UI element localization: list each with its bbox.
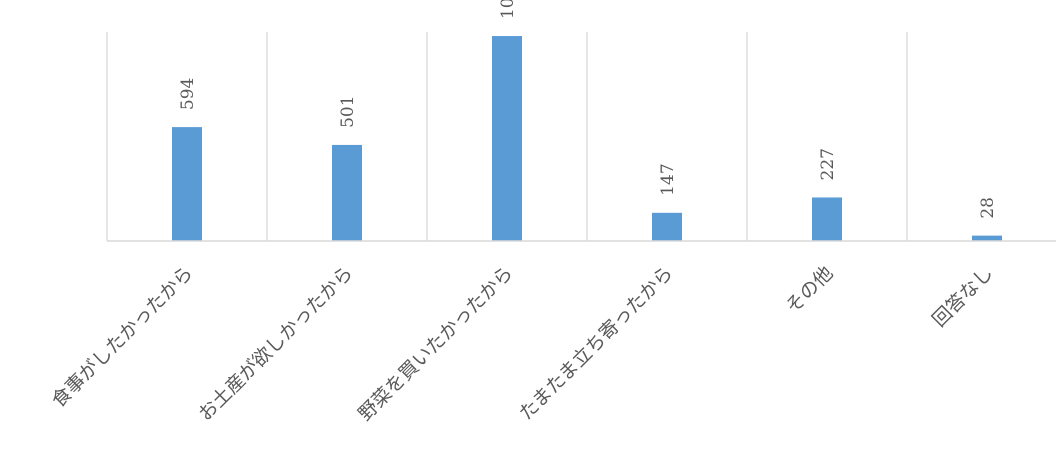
bar	[972, 235, 1002, 241]
bar	[652, 212, 682, 241]
tick-label: 回答なし	[928, 262, 997, 331]
x-tick-labels: 食事がしたかったからお土産が欲しかったから野菜を買いたかったからたまたま立ち寄っ…	[48, 262, 998, 425]
tick-label: その他	[782, 262, 838, 318]
tick-label: たまたま立ち寄ったから	[515, 262, 678, 425]
data-label: 227	[818, 148, 838, 180]
data-label: 594	[178, 78, 198, 110]
data-label: 501	[338, 95, 358, 127]
tick-label: 野菜を買いたかったから	[354, 262, 517, 425]
data-label: 1069	[498, 0, 518, 19]
data-label: 147	[658, 163, 678, 195]
data-labels: 594 501 1069 147 227 28	[178, 0, 998, 219]
bar	[812, 197, 842, 241]
bars	[172, 36, 1002, 241]
data-label: 28	[978, 197, 998, 219]
tick-label: 食事がしたかったから	[48, 262, 198, 412]
bar	[172, 127, 202, 241]
gridlines	[106, 32, 908, 241]
bar	[332, 144, 362, 241]
tick-label: お土産が欲しかったから	[194, 262, 357, 425]
bar	[492, 36, 522, 241]
